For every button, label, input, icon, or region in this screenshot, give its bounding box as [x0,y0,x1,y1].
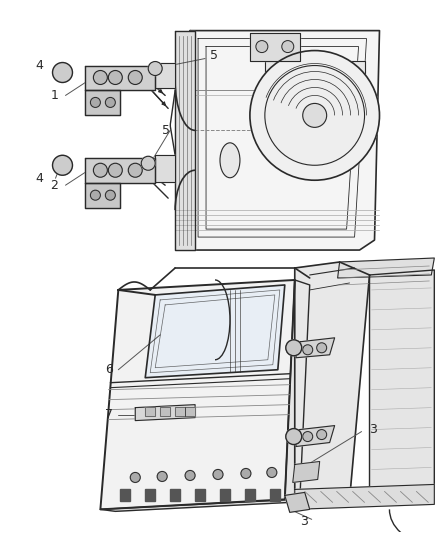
Polygon shape [296,425,335,447]
Text: 1: 1 [50,89,58,102]
Bar [175,407,185,416]
Polygon shape [265,61,364,91]
Circle shape [267,467,277,478]
Circle shape [303,432,313,441]
Bar [185,407,195,416]
Polygon shape [135,405,195,421]
Polygon shape [250,33,300,61]
Text: 5: 5 [162,124,170,137]
Bar [175,407,185,416]
Polygon shape [85,158,155,183]
Polygon shape [85,66,155,91]
Circle shape [128,163,142,177]
Circle shape [303,345,313,355]
Circle shape [286,340,302,356]
Polygon shape [145,285,285,378]
Bar [145,407,155,416]
Text: 4: 4 [35,172,43,185]
Bar [245,489,255,502]
Polygon shape [285,280,310,502]
Circle shape [141,156,155,170]
Text: 3: 3 [370,423,378,436]
Circle shape [148,61,162,76]
Polygon shape [370,270,434,491]
Circle shape [90,98,100,108]
Bar [195,489,205,502]
Polygon shape [293,462,320,482]
Polygon shape [100,499,310,511]
Circle shape [286,429,302,445]
Circle shape [93,163,107,177]
Circle shape [106,98,115,108]
Polygon shape [155,62,175,88]
Polygon shape [285,492,310,512]
Polygon shape [295,484,434,510]
Bar [145,489,155,502]
Bar [270,489,280,502]
Text: 2: 2 [50,179,58,192]
Circle shape [157,472,167,481]
Polygon shape [155,155,175,182]
Circle shape [108,163,122,177]
Polygon shape [175,30,195,250]
Circle shape [317,430,327,440]
Text: 5: 5 [210,49,218,62]
Circle shape [185,471,195,480]
Circle shape [250,51,379,180]
Circle shape [282,41,294,53]
Circle shape [130,472,140,482]
Polygon shape [100,280,295,510]
Bar [160,407,170,416]
Polygon shape [338,258,434,278]
Circle shape [265,66,364,165]
Polygon shape [296,338,335,358]
Circle shape [106,190,115,200]
Polygon shape [190,30,379,250]
Bar [160,407,170,416]
Circle shape [53,62,72,83]
Circle shape [213,470,223,480]
Text: 4: 4 [35,59,43,72]
Polygon shape [85,183,120,208]
Text: 7: 7 [106,408,113,421]
Circle shape [241,469,251,479]
Ellipse shape [220,143,240,177]
Circle shape [53,155,72,175]
Circle shape [128,70,142,84]
Circle shape [93,70,107,84]
Polygon shape [85,91,120,116]
Bar [120,489,130,502]
Text: 3: 3 [300,515,307,528]
Bar [220,489,230,502]
Polygon shape [295,262,370,499]
Circle shape [256,41,268,53]
Circle shape [108,70,122,84]
Circle shape [90,190,100,200]
Bar [185,407,195,416]
Bar [145,407,155,416]
Bar [170,489,180,502]
Circle shape [303,103,327,127]
Text: 6: 6 [106,363,113,376]
Circle shape [317,343,327,353]
